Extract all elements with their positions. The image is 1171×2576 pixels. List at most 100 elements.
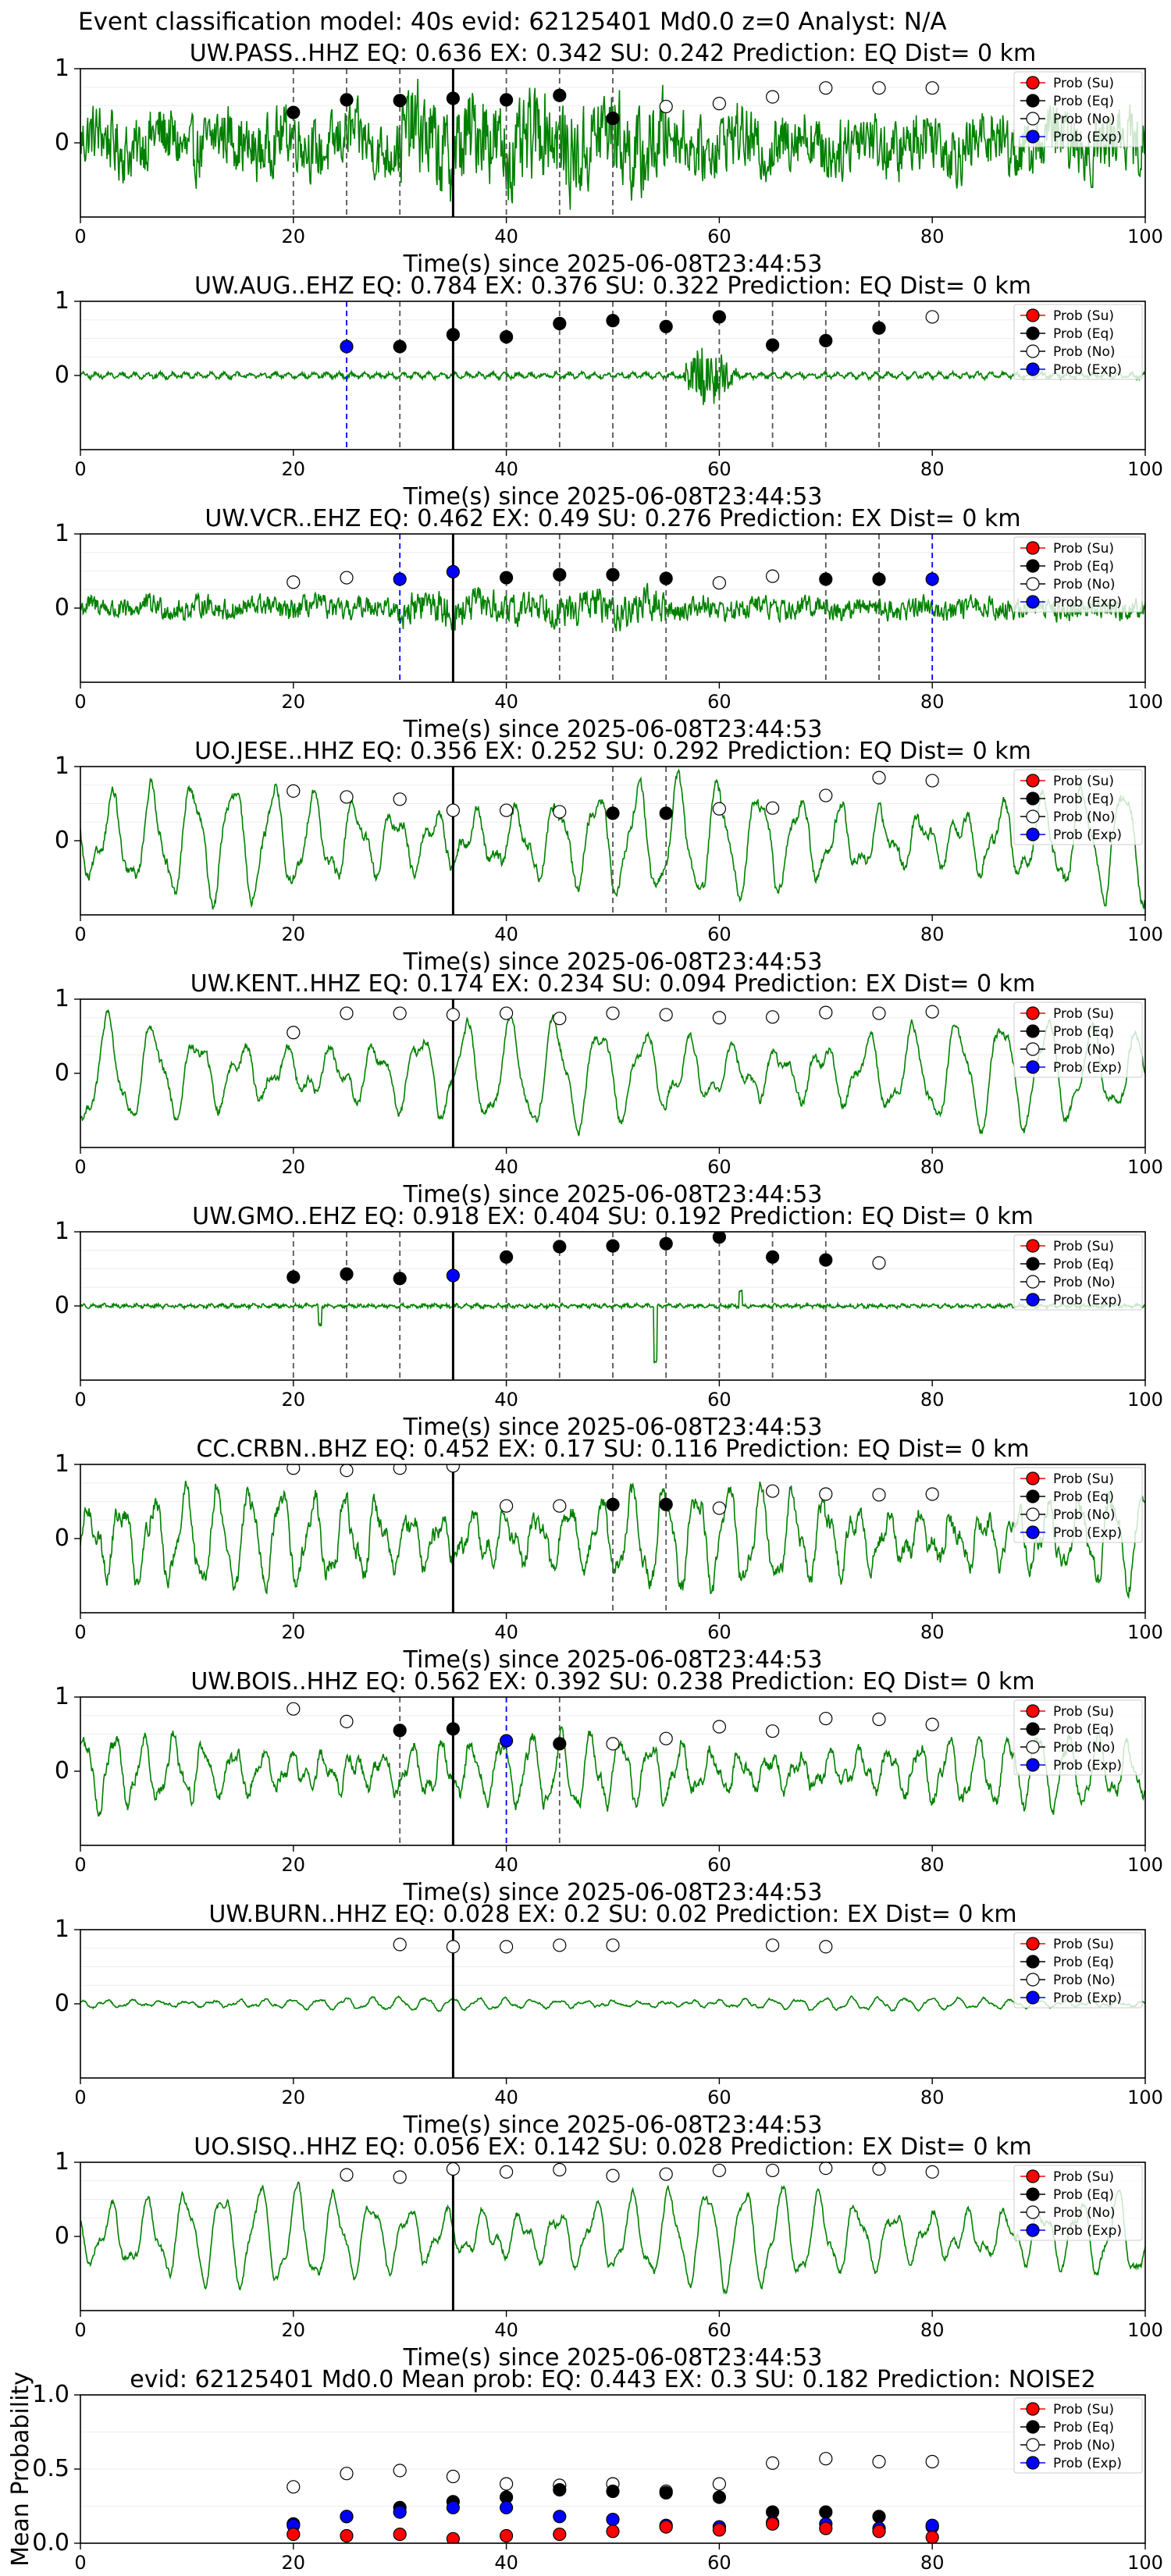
y-tick-label: 0 (55, 129, 69, 156)
prob-point-eq (446, 328, 461, 342)
legend-label-eq: Prob (Eq) (1053, 1024, 1114, 1040)
legend-marker-su (1026, 1937, 1040, 1951)
prob-point-no (606, 1006, 620, 1020)
prob-point-no (712, 576, 727, 590)
y-tick-label: 1.0 (32, 2381, 69, 2408)
legend-marker-su (1026, 308, 1040, 322)
legend-marker-eq (1026, 559, 1040, 573)
prob-point-eq (606, 1497, 620, 1511)
legend-marker-su (1026, 1239, 1040, 1253)
prob-point-eq (553, 568, 567, 582)
legend-marker-eq (1026, 326, 1040, 340)
legend-label-no: Prob (No) (1053, 1740, 1116, 1756)
prob-point-eq (606, 806, 620, 820)
prob-point-no (819, 788, 833, 802)
x-tick-label: 60 (707, 2552, 731, 2574)
mean-prob-point-eq (872, 2510, 886, 2524)
legend-label-su: Prob (Su) (1053, 1704, 1114, 1720)
prob-point-exp (499, 1734, 514, 1748)
legend-label-su: Prob (Su) (1053, 308, 1114, 324)
y-axis-label: Mean Probability (7, 2371, 34, 2567)
prob-point-no (872, 2162, 886, 2176)
legend-label-exp: Prob (Exp) (1053, 1991, 1122, 2006)
prob-point-eq (553, 88, 567, 102)
mean-prob-point-su (606, 2524, 620, 2539)
mean-prob-point-eq (819, 2505, 833, 2519)
x-tick-label: 60 (707, 1621, 731, 1643)
x-tick-label: 20 (282, 458, 306, 480)
mean-prob-point-exp (499, 2500, 514, 2514)
legend-label-eq: Prob (Eq) (1053, 94, 1114, 109)
x-tick-label: 80 (920, 1621, 945, 1643)
legend-marker-su (1026, 1006, 1040, 1020)
x-tick-label: 60 (707, 2319, 731, 2341)
prob-point-no (446, 1464, 460, 1473)
y-tick-label: 1 (55, 2148, 69, 2176)
mean-prob-point-su (765, 2517, 780, 2531)
legend-marker-su (1026, 541, 1040, 555)
x-tick-label: 0 (74, 2087, 86, 2108)
waveform-trace (80, 347, 1145, 405)
prob-point-no (287, 784, 301, 798)
legend-marker-eq (1026, 1722, 1040, 1736)
legend-box (1013, 71, 1143, 148)
y-tick-label: 0 (55, 594, 69, 621)
y-tick-label: 0 (55, 1292, 69, 1319)
y-tick-label: 0 (55, 1059, 69, 1087)
legend-marker-su (1026, 2402, 1040, 2416)
y-tick-label: 0.5 (32, 2455, 69, 2482)
plot-area (80, 1464, 1145, 1613)
prob-point-no (819, 1005, 833, 1019)
x-tick-label: 40 (494, 1621, 518, 1643)
x-axis-label: Time(s) since 2025-06-08T23:44:53 (403, 1879, 823, 1906)
prob-point-no (659, 2167, 673, 2181)
x-tick-label: 0 (74, 2552, 86, 2574)
legend-box (1013, 1002, 1143, 1078)
prob-point-eq (659, 319, 673, 333)
legend-box (1013, 304, 1143, 380)
x-tick-label: 80 (920, 458, 945, 480)
legend-label-su: Prob (Su) (1053, 1937, 1114, 1952)
prob-point-no (340, 571, 354, 585)
legend-label-no: Prob (No) (1053, 2438, 1116, 2453)
legend-label-exp: Prob (Exp) (1053, 1758, 1122, 1774)
prob-point-no (872, 770, 886, 785)
legend-label-exp: Prob (Exp) (1053, 130, 1122, 145)
prob-point-no (765, 801, 780, 815)
legend-marker-eq (1026, 792, 1040, 806)
x-axis-label: Time(s) since 2025-06-08T23:44:53 (403, 2112, 823, 2139)
legend-label-no: Prob (No) (1053, 1042, 1116, 1058)
prob-point-eq (499, 571, 514, 585)
x-tick-label: 80 (920, 1854, 945, 1876)
x-tick-label: 100 (1127, 1621, 1163, 1643)
x-tick-label: 40 (494, 2319, 518, 2341)
plot-area (80, 534, 1145, 682)
legend-label-exp: Prob (Exp) (1053, 1525, 1122, 1541)
prob-point-exp (393, 572, 407, 586)
prob-point-eq (287, 105, 301, 119)
prob-point-eq (819, 1253, 833, 1267)
y-tick-label: 0 (55, 1525, 69, 1552)
mean-prob-point-eq (553, 2483, 567, 2497)
legend-marker-no (1026, 1042, 1040, 1056)
legend-marker-exp (1026, 2456, 1040, 2470)
prob-point-no (712, 802, 727, 816)
mean-prob-point-eq (606, 2484, 620, 2499)
panel-title: UW.AUG..EHZ EQ: 0.784 EX: 0.376 SU: 0.32… (194, 272, 1031, 300)
y-tick-label: 1 (55, 753, 69, 780)
x-tick-label: 20 (282, 2319, 306, 2341)
prob-point-no (340, 2168, 354, 2182)
y-tick-label: 1 (55, 1218, 69, 1245)
legend-box (1013, 1234, 1143, 1311)
mean-prob-point-exp (340, 2510, 354, 2524)
legend-label-no: Prob (No) (1053, 344, 1116, 360)
mean-prob-point-exp (553, 2510, 567, 2524)
x-tick-label: 40 (494, 1156, 518, 1178)
waveform-trace (80, 582, 1145, 632)
legend-marker-eq (1026, 1489, 1040, 1503)
mean-prob-point-su (712, 2523, 727, 2537)
x-tick-label: 40 (494, 458, 518, 480)
plot-area (80, 2162, 1145, 2311)
legend-marker-no (1026, 1973, 1040, 1987)
